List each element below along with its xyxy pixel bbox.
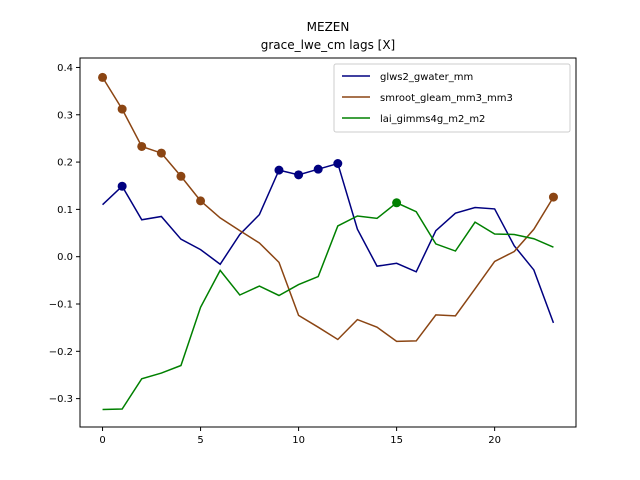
y-tick-label-6: 0.3 bbox=[57, 110, 73, 121]
data-point-lai_gimms4g_m2_m2-15 bbox=[392, 198, 402, 208]
y-tick-label-3: 0.0 bbox=[57, 252, 73, 263]
data-point-glws2_gwater_mm-9 bbox=[274, 165, 284, 175]
legend-box bbox=[333, 63, 571, 133]
x-tick-label-20: 20 bbox=[488, 435, 501, 446]
y-tick-label-7: 0.4 bbox=[57, 63, 73, 74]
chart-title: MEZEN bbox=[307, 20, 350, 34]
x-tick-label-15: 15 bbox=[390, 435, 403, 446]
axes-frame bbox=[79, 57, 577, 428]
data-point-glws2_gwater_mm-11 bbox=[313, 164, 323, 174]
legend: glws2_gwater_mm smroot_gleam_mm3_mm3 lai_g… bbox=[333, 63, 571, 133]
series-line-smroot_gleam_mm3_mm3 bbox=[101, 77, 555, 343]
y-tick-label-1: −0.2 bbox=[49, 347, 73, 358]
data-point-smroot_gleam_mm3_mm3-5 bbox=[196, 196, 206, 206]
data-point-glws2_gwater_mm-1 bbox=[117, 181, 127, 191]
y-tick-label-0: −0.3 bbox=[49, 394, 73, 405]
chart-subtitle: grace_lwe_cm lags [X] bbox=[261, 38, 395, 52]
data-point-smroot_gleam_mm3_mm3-23 bbox=[548, 192, 558, 202]
data-point-smroot_gleam_mm3_mm3-2 bbox=[137, 141, 147, 151]
legend-label-glws2_gwater_mm: glws2_gwater_mm bbox=[380, 72, 473, 83]
series-line-glws2_gwater_mm bbox=[102, 162, 555, 324]
y-tick-label-5: 0.2 bbox=[57, 158, 73, 169]
x-tick-label-5: 5 bbox=[197, 435, 203, 446]
series-line-lai_gimms4g_m2_m2 bbox=[102, 201, 554, 411]
data-point-smroot_gleam_mm3_mm3-4 bbox=[176, 171, 186, 181]
x-tick-label-0: 0 bbox=[99, 435, 105, 446]
y-tick-label-2: −0.1 bbox=[49, 300, 73, 311]
x-tick-label-10: 10 bbox=[292, 435, 305, 446]
data-point-smroot_gleam_mm3_mm3-1 bbox=[117, 104, 127, 114]
data-point-glws2_gwater_mm-12 bbox=[333, 159, 343, 168]
data-point-smroot_gleam_mm3_mm3-3 bbox=[156, 148, 166, 158]
legend-label-lai_gimms4g_m2_m2: lai_gimms4g_m2_m2 bbox=[380, 114, 485, 125]
data-point-smroot_gleam_mm3_mm3-0 bbox=[98, 72, 108, 82]
legend-label-smroot_gleam_mm3_mm3: smroot_gleam_mm3_mm3 bbox=[380, 93, 513, 104]
data-point-glws2_gwater_mm-10 bbox=[294, 170, 304, 180]
y-tick-label-4: 0.1 bbox=[57, 205, 73, 216]
plot-area: 0 5 10 15 20 −0.3 −0.2 −0.1 0.0 0.1 0.2 0.3 0.4 bbox=[49, 57, 577, 446]
